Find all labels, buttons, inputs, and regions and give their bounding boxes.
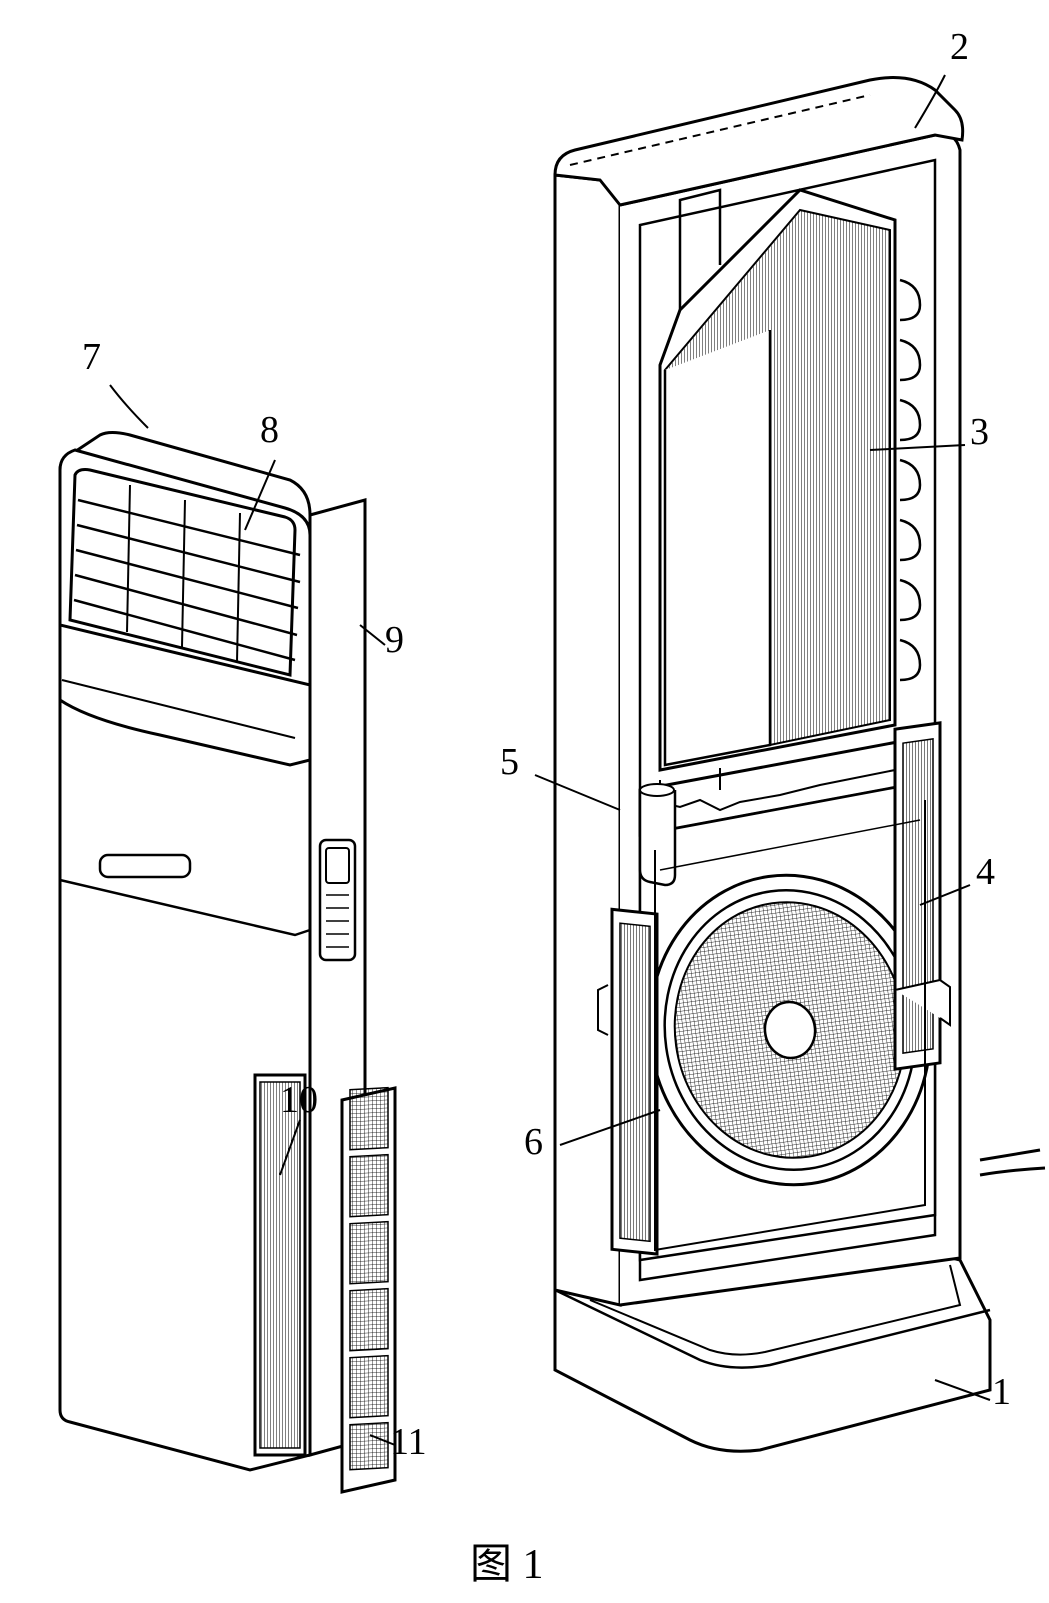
label-1: 1 <box>992 1370 1011 1414</box>
label-4: 4 <box>976 850 995 894</box>
figure-caption: 图 1 <box>470 1530 544 1591</box>
label-2: 2 <box>950 25 969 69</box>
rear-casing-group <box>555 78 1045 1452</box>
label-5: 5 <box>500 740 519 784</box>
label-8: 8 <box>260 408 279 452</box>
label-7: 7 <box>82 335 101 379</box>
filter-element <box>342 1088 395 1492</box>
patent-diagram-svg <box>0 0 1049 1603</box>
label-11: 11 <box>390 1420 427 1464</box>
label-3: 3 <box>970 410 989 454</box>
label-9: 9 <box>385 618 404 662</box>
label-6: 6 <box>524 1120 543 1164</box>
label-10: 10 <box>280 1078 318 1122</box>
front-panel-group <box>60 433 365 1471</box>
patent-figure-container: 1 2 3 4 5 6 7 8 9 10 11 图 1 <box>0 0 1049 1603</box>
